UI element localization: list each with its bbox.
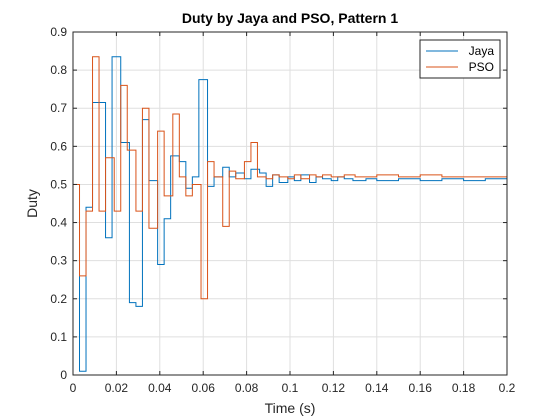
y-tick-label: 0.7 [50,101,67,115]
y-tick-label: 0 [60,368,67,382]
x-tick-label: 0.12 [322,381,346,395]
series-layer [73,56,508,372]
y-tick-label: 0.4 [50,216,67,230]
legend-label-pso: PSO [469,60,494,74]
x-tick-label: 0.06 [192,381,216,395]
y-tick-label: 0.8 [50,63,67,77]
x-tick-label: 0.16 [409,381,433,395]
x-tick-label: 0.02 [105,381,129,395]
chart-title: Duty by Jaya and PSO, Pattern 1 [182,10,399,26]
y-axis-label: Duty [24,189,40,218]
x-tick-label: 0.1 [282,381,299,395]
series-line-pso [73,56,507,300]
legend-box [419,39,501,79]
tick-labels: 0 0.02 0.04 0.06 0.08 0.1 0.12 0.14 0.16 0.18 0.2 0… [50,25,515,395]
legend-label-jaya: Jaya [469,44,495,58]
x-tick-label: 0.14 [365,381,389,395]
x-tick-label: 0.08 [235,381,259,395]
y-tick-label: 0.5 [50,177,67,191]
ticks [72,31,508,376]
y-tick-label: 0.1 [50,330,67,344]
x-tick-label: 0.04 [148,381,172,395]
y-tick-label: 0.3 [50,254,67,268]
y-tick-label: 0.6 [50,139,67,153]
x-tick-label: 0.18 [452,381,476,395]
legend: Jaya PSO [419,39,501,79]
x-tick-label: 0 [70,381,77,395]
x-tick-label: 0.2 [499,381,516,395]
x-axis-label: Time (s) [265,400,316,416]
y-tick-label: 0.9 [50,25,67,39]
y-tick-label: 0.2 [50,292,67,306]
